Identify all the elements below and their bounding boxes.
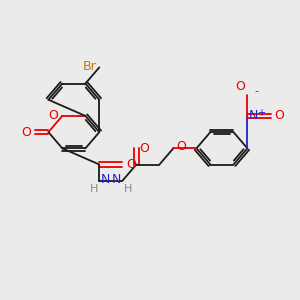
Text: O: O [274,110,284,122]
Text: O: O [140,142,150,155]
Text: N: N [249,110,258,122]
Text: O: O [48,109,58,122]
Text: O: O [126,158,136,171]
Text: Br: Br [82,60,96,73]
Text: O: O [177,140,187,153]
Text: O: O [22,126,32,139]
Text: -: - [255,86,259,96]
Text: +: + [256,108,265,118]
Text: O: O [236,80,245,93]
Text: N: N [112,173,121,186]
Text: N: N [100,173,110,186]
Text: H: H [124,184,132,194]
Text: H: H [90,184,98,194]
